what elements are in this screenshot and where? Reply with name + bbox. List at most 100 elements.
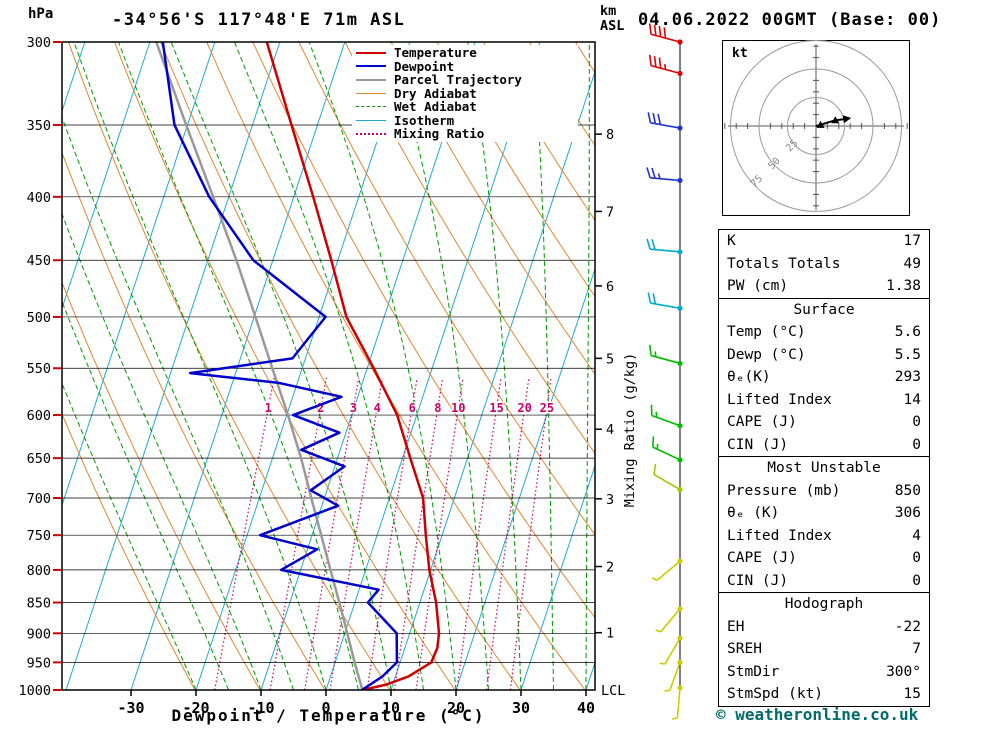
km-tick-label: 5 [606, 351, 614, 367]
km-tick-label: 4 [606, 422, 614, 438]
table-row: CIN (J) 0 [719, 570, 929, 593]
km-axis-unit: km ASL [600, 4, 624, 34]
parcel-trajectory-curve [155, 42, 364, 690]
mixing-ratio-label: 1 [265, 401, 272, 415]
hodograph-unit-label: kt [732, 46, 748, 61]
table-row: StmSpd (kt) 15 [719, 683, 929, 706]
table-row: Pressure (mb) 850 [719, 480, 929, 503]
legend-line-sample [356, 78, 386, 81]
table-row-label: Totals Totals [727, 255, 841, 272]
temp-tick-label: -10 [247, 699, 274, 717]
wind-barb [646, 167, 683, 184]
table-row-value: -22 [894, 618, 921, 635]
panel-surface: Surface Temp (°C) 5.6 Dewp (°C) 5.5 θₑ(K) 293… [718, 297, 930, 457]
hodograph-marker [831, 116, 840, 124]
pressure-tick-label: 700 [27, 491, 51, 507]
table-row-value: 14 [903, 391, 921, 408]
table-row-value: 17 [903, 233, 921, 249]
table-row-label: Lifted Index [727, 527, 832, 544]
mixing-ratio-axis-label: Mixing Ratio (g/kg) [622, 353, 638, 507]
wind-barb [671, 685, 683, 721]
pressure-tick-label: 900 [27, 626, 51, 642]
table-row: Temp (°C) 5.6 [719, 321, 929, 344]
wind-barb [647, 292, 683, 311]
table-row-value: 49 [903, 255, 921, 272]
table-row-value: 4 [912, 527, 921, 544]
panel-indices: K 17 Totals Totals 49 PW (cm) 1.38 [718, 229, 930, 299]
km-tick-label: 8 [606, 127, 614, 143]
temperature-curve [265, 42, 441, 690]
wind-barb [646, 238, 683, 255]
wind-barb [648, 54, 683, 76]
table-row-value: 7 [912, 641, 921, 657]
legend-item: Temperature [356, 45, 574, 61]
wind-barb [652, 436, 683, 463]
panel-most-unstable: Most Unstable Pressure (mb) 850 θₑ (K) 306 L… [718, 456, 930, 593]
chart-legend: Temperature Dewpoint Parcel Trajectory Dry … [352, 45, 578, 142]
mixing-ratio-label: 15 [489, 401, 503, 415]
table-row: StmDir 300° [719, 661, 929, 684]
legend-label: Wet Adiabat [394, 99, 477, 115]
wind-barb [648, 344, 683, 366]
wind-barb [648, 23, 683, 45]
pressure-tick-label: 650 [27, 451, 51, 467]
table-row-value: 293 [894, 369, 921, 385]
table-row-value: 5.5 [894, 346, 921, 363]
panel-hodograph: Hodograph EH -22 SREH 7 StmDir 300° StmSpd (kt… [718, 592, 930, 707]
temp-tick-label: -20 [182, 699, 209, 717]
legend-line-sample [356, 92, 386, 94]
legend-line-sample [356, 65, 386, 68]
pressure-tick-label: 300 [27, 35, 51, 51]
hodograph-ring [787, 97, 845, 155]
table-row-label: StmSpd (kt) [727, 686, 824, 702]
legend-label: Temperature [394, 45, 477, 61]
mixing-ratio-label: 6 [409, 401, 416, 415]
legend-label: Mixing Ratio [394, 126, 485, 142]
temp-tick-label: 20 [447, 699, 465, 717]
hodograph-marker [816, 120, 825, 128]
pressure-tick-label: 350 [27, 118, 51, 134]
table-row: CAPE (J) 0 [719, 411, 929, 434]
pressure-tick-label: 1000 [18, 683, 51, 699]
table-row-value: 0 [912, 436, 921, 453]
table-row-label: EH [727, 618, 745, 635]
pressure-tick-label: 500 [27, 310, 51, 326]
table-row-label: Lifted Index [727, 391, 832, 408]
table-row: EH -22 [719, 616, 929, 639]
table-row: Totals Totals 49 [719, 253, 929, 276]
legend-line-sample [356, 119, 386, 121]
legend-item: Mixing Ratio [356, 126, 574, 142]
km-axis-unit-line1: km [600, 3, 617, 19]
wind-barb [650, 404, 683, 429]
hodograph-arrowhead [842, 115, 852, 124]
legend-label: Isotherm [394, 112, 455, 128]
legend-line-sample [356, 106, 386, 108]
stats-panels: K 17 Totals Totals 49 PW (cm) 1.38 Surface Te… [718, 229, 930, 707]
temp-tick-label: -30 [117, 699, 144, 717]
legend-item: Wet Adiabat [356, 99, 574, 115]
wind-barb [653, 463, 683, 493]
table-row-label: K [727, 233, 736, 249]
pressure-tick-label: 750 [27, 528, 51, 544]
plot-frame [61, 41, 596, 691]
sounding-curves [155, 42, 441, 690]
lcl-label: LCL [601, 683, 625, 699]
table-row-label: CAPE (J) [727, 414, 797, 430]
table-row: CIN (J) 0 [719, 434, 929, 457]
temp-tick-label: 0 [321, 699, 330, 717]
table-row-value: 0 [912, 572, 921, 589]
mixing-ratio-label: 4 [374, 401, 381, 415]
table-row-label: Dewp (°C) [727, 346, 806, 363]
pressure-tick-label: 800 [27, 563, 51, 579]
table-row-label: Temp (°C) [727, 324, 806, 340]
table-row-value: 300° [886, 663, 921, 680]
km-tick-label: 3 [606, 492, 614, 508]
table-row-label: SREH [727, 641, 762, 657]
table-row-value: 306 [894, 505, 921, 521]
km-tick-label: 6 [606, 279, 614, 295]
km-axis-unit-line2: ASL [600, 18, 625, 34]
wind-barb [664, 659, 683, 692]
panel-hodograph-title: Hodograph [784, 596, 864, 612]
